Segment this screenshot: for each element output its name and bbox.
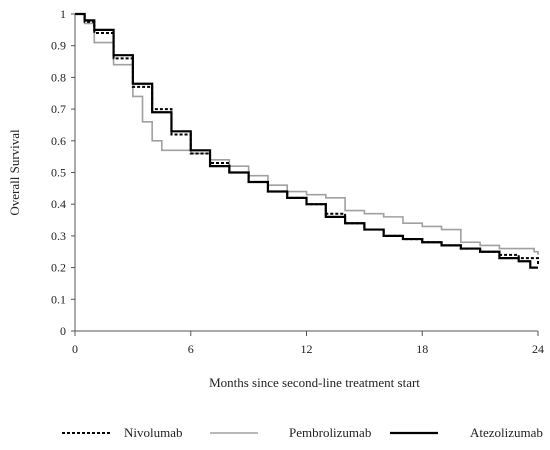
- y-tick-label: 0.5: [51, 166, 66, 180]
- legend-label-nivolumab: Nivolumab: [124, 425, 183, 440]
- legend-label-atezolizumab: Atezolizumab: [470, 425, 543, 440]
- x-tick-label: 0: [72, 342, 78, 356]
- y-tick-label: 0.4: [51, 197, 66, 211]
- y-tick-label: 0.8: [51, 70, 66, 84]
- y-tick-label: 0.6: [51, 134, 66, 148]
- axes: [74, 14, 538, 332]
- series-line-atezolizumab: [75, 12, 538, 269]
- y-ticks: 0 0.1 0.2 0.3 0.4 0.5 0.6 0.7 0.8 0.9 1: [51, 7, 75, 338]
- y-axis-title: Overall Survival: [7, 129, 22, 216]
- x-tick-label: 18: [416, 342, 428, 356]
- legend: Nivolumab Pembrolizumab Atezolizumab: [62, 425, 543, 440]
- x-tick-label: 6: [188, 342, 194, 356]
- x-tick-label: 24: [532, 342, 544, 356]
- x-tick-label: 12: [301, 342, 313, 356]
- y-tick-label: 0: [60, 324, 66, 338]
- y-tick-label: 0.1: [51, 292, 66, 306]
- y-tick-label: 1: [60, 7, 66, 21]
- y-tick-label: 0.7: [51, 102, 66, 116]
- y-tick-label: 0.2: [51, 261, 66, 275]
- series-line-pembrolizumab: [75, 13, 539, 255]
- y-tick-label: 0.9: [51, 39, 66, 53]
- x-ticks: 0 6 12 18 24: [72, 331, 544, 356]
- legend-label-pembrolizumab: Pembrolizumab: [289, 425, 371, 440]
- y-tick-label: 0.3: [51, 229, 66, 243]
- series-line-nivolumab: [75, 13, 539, 265]
- plot-area: [75, 12, 539, 269]
- x-axis-title: Months since second-line treatment start: [209, 375, 420, 390]
